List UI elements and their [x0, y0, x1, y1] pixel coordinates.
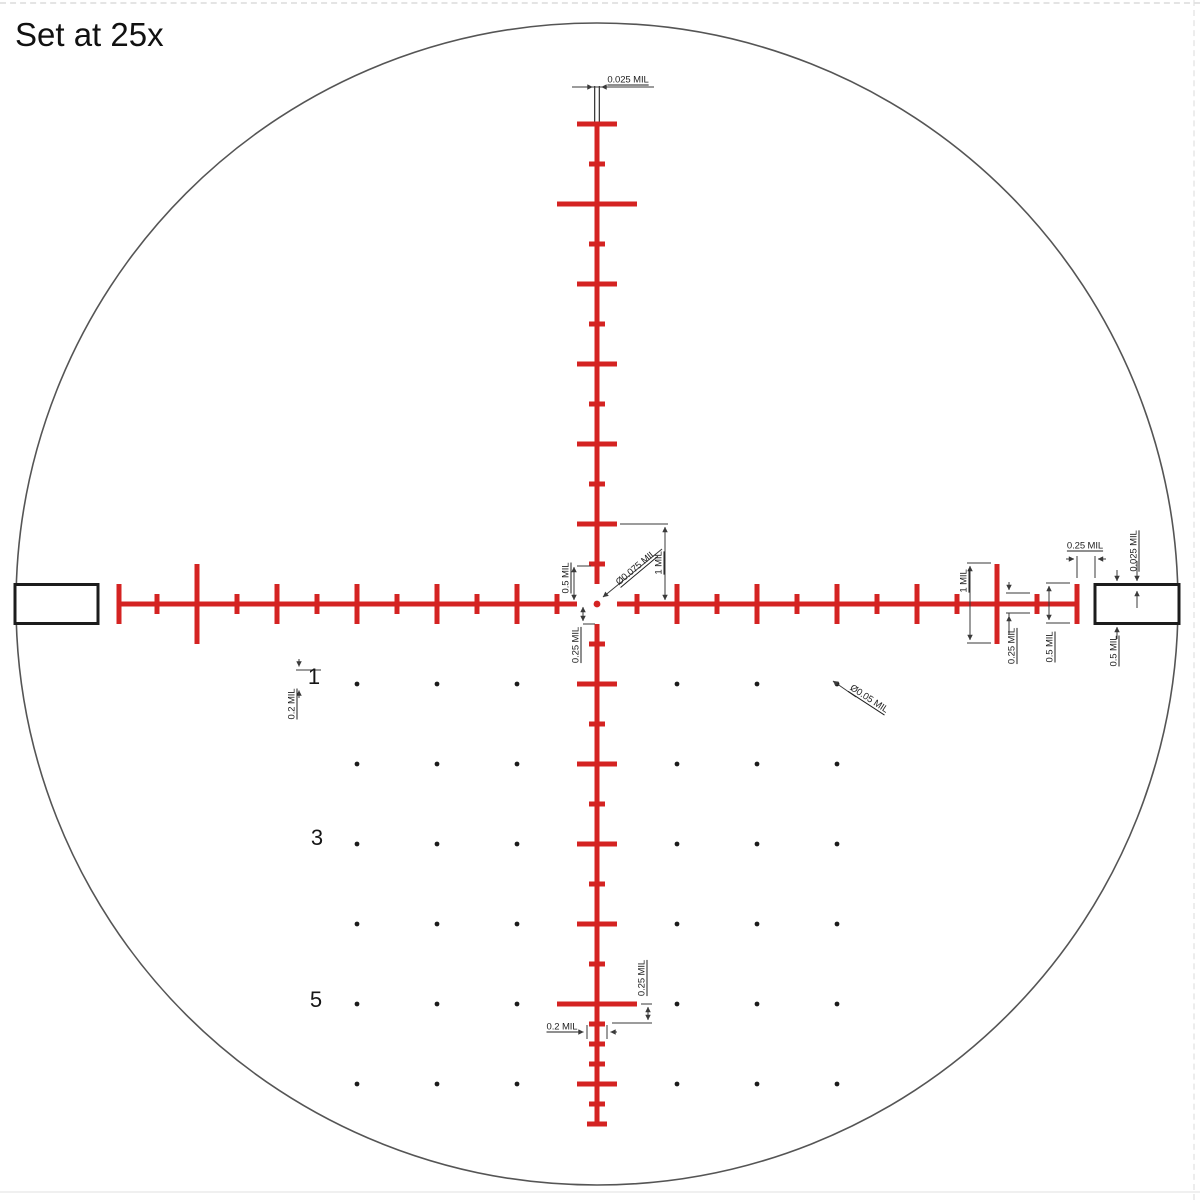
holdover-dot: [674, 761, 680, 767]
holdover-dot: [434, 1001, 440, 1007]
dim-label-lower-fine-spacing: 0.25 MIL: [636, 959, 648, 997]
left-post-bar: [13, 583, 100, 625]
mil-row-number-5: 5: [309, 987, 323, 1012]
dim-label-lower-tick-width: 0.2 MIL: [546, 1021, 578, 1033]
reticle-crosshair: [116, 121, 1080, 1127]
holdover-dot: [354, 841, 360, 847]
holdover-dot: [354, 921, 360, 927]
holdover-dot: [354, 681, 360, 687]
holdover-dot: [674, 681, 680, 687]
holdover-dot: [514, 761, 520, 767]
dim-label-center-lower-gap: 0.25 MIL: [570, 626, 582, 664]
holdover-dot: [434, 921, 440, 927]
holdover-dot: [514, 921, 520, 927]
dim-label-right-major-tick-height: 1 MIL: [958, 569, 970, 593]
holdover-dot: [754, 681, 760, 687]
vertical-ticks: [557, 121, 637, 1127]
holdover-dot: [754, 1081, 760, 1087]
holdover-dot: [834, 761, 840, 767]
holdover-dot: [514, 681, 520, 687]
horizontal-ticks: [116, 564, 1080, 644]
center-aiming-dot: [593, 600, 601, 608]
holdover-dot: [434, 681, 440, 687]
holdover-dot: [674, 1001, 680, 1007]
holdover-dot: [834, 1001, 840, 1007]
top-fine-line: [594, 86, 600, 124]
dim-label-right-end-tick-height: 0.5 MIL: [1044, 631, 1056, 663]
holdover-dot: [754, 841, 760, 847]
post-bars: [13, 86, 1181, 625]
holdover-dot: [674, 1081, 680, 1087]
holdover-dot: [514, 1001, 520, 1007]
holdover-dot: [434, 761, 440, 767]
holdover-dot: [514, 841, 520, 847]
holdover-dot: [674, 921, 680, 927]
dim-label-center-upper-offset: 0.5 MIL: [560, 562, 572, 594]
holdover-dot: [834, 841, 840, 847]
mil-row-number-3: 3: [310, 825, 324, 850]
holdover-dot: [754, 761, 760, 767]
dim-label-right-minor-tick-height: 0.25 MIL: [1006, 627, 1018, 665]
dim-label-right-bar-gap: 0.25 MIL: [1066, 540, 1104, 552]
holdover-dot: [674, 841, 680, 847]
holdover-dot: [354, 1081, 360, 1087]
holdover-dot-grid: [354, 681, 840, 1087]
dimension-lines: [296, 84, 1140, 1039]
holdover-dot: [514, 1081, 520, 1087]
holdover-dot: [754, 921, 760, 927]
holdover-dot: [834, 921, 840, 927]
holdover-dot: [754, 1001, 760, 1007]
holdover-dot: [354, 761, 360, 767]
holdover-dot: [354, 1001, 360, 1007]
crosshair-main-lines: [119, 124, 1077, 1124]
dim-label-right-bar-edge-width: 0.025 MIL: [1128, 530, 1140, 572]
holdover-dot: [834, 1081, 840, 1087]
dim-label-right-bar-height: 0.5 MIL: [1108, 635, 1120, 667]
magnification-title: Set at 25x: [15, 16, 164, 53]
dim-label-center-right-offset: 1 MIL: [653, 551, 665, 575]
mil-row-number-1: 1: [307, 664, 321, 689]
dim-label-numeral-height: 0.2 MIL: [286, 688, 298, 720]
holdover-dot: [434, 841, 440, 847]
dim-label-top-line-width: 0.025 MIL: [607, 74, 649, 86]
holdover-dot: [434, 1081, 440, 1087]
